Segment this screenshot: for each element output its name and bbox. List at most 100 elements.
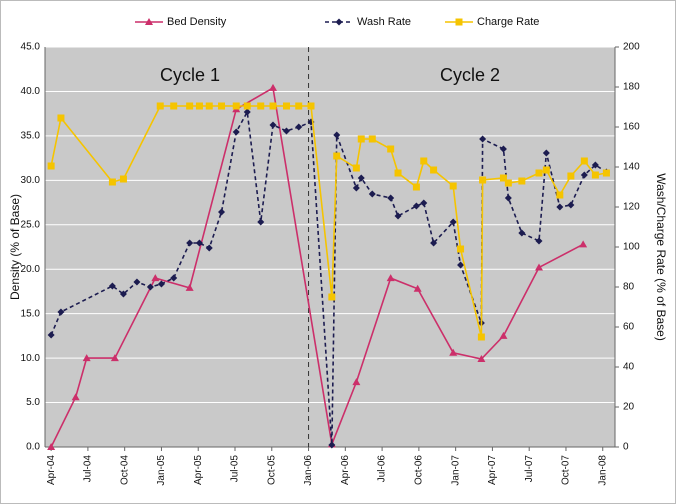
x-tick-label: Oct-05 <box>266 455 277 485</box>
marker <box>282 102 290 110</box>
marker <box>269 121 277 129</box>
marker <box>282 127 290 135</box>
marker <box>205 102 213 110</box>
marker <box>328 293 336 301</box>
y2-tick-label: 20 <box>623 402 635 413</box>
legend-marker <box>145 18 153 25</box>
marker <box>232 102 240 110</box>
marker <box>518 177 526 185</box>
marker <box>110 354 119 362</box>
marker <box>591 171 599 179</box>
marker <box>218 102 226 110</box>
marker <box>457 245 465 253</box>
y-tick-label: 20.0 <box>21 264 41 275</box>
y2-tick-label: 0 <box>623 442 629 453</box>
y2-tick-label: 160 <box>623 122 640 133</box>
legend-marker <box>455 18 463 26</box>
marker <box>157 280 165 288</box>
marker <box>479 176 487 184</box>
marker <box>333 152 341 160</box>
y2-tick-label: 80 <box>623 282 635 293</box>
marker <box>47 331 55 339</box>
legend-label: Charge Rate <box>477 16 539 28</box>
x-tick-label: Apr-04 <box>46 455 57 485</box>
y-tick-label: 5.0 <box>26 397 40 408</box>
marker <box>535 237 543 245</box>
marker <box>412 183 420 191</box>
marker <box>57 114 65 122</box>
marker <box>328 441 336 449</box>
y-axis-label: Density (% of Base) <box>8 194 22 300</box>
marker <box>368 135 376 143</box>
marker <box>477 333 485 341</box>
y2-axis-label: Wash/Charge Rate (% of Base) <box>654 173 668 341</box>
legend-marker <box>335 18 343 26</box>
marker <box>352 378 361 386</box>
marker <box>477 355 486 362</box>
marker <box>295 102 303 110</box>
marker <box>387 194 395 202</box>
marker <box>295 123 303 131</box>
marker <box>133 278 141 286</box>
y2-tick-label: 180 <box>623 82 640 93</box>
marker <box>567 201 575 209</box>
marker <box>499 174 507 182</box>
y-tick-label: 10.0 <box>21 353 41 364</box>
marker <box>82 354 91 362</box>
x-tick-label: Jul-06 <box>377 455 388 483</box>
marker <box>567 172 575 180</box>
marker <box>357 135 365 143</box>
marker <box>151 274 160 282</box>
marker <box>232 128 240 136</box>
marker <box>185 283 194 291</box>
marker <box>430 239 438 247</box>
x-tick-label: Apr-05 <box>193 455 204 485</box>
marker <box>119 290 127 298</box>
x-tick-label: Oct-07 <box>561 455 572 485</box>
marker <box>205 244 213 252</box>
marker <box>119 175 127 183</box>
y2-tick-label: 120 <box>623 202 640 213</box>
marker <box>518 229 526 237</box>
marker <box>186 102 194 110</box>
marker <box>170 102 178 110</box>
marker <box>449 348 458 356</box>
legend-label: Bed Density <box>167 16 227 28</box>
marker <box>457 261 465 269</box>
marker <box>108 282 116 290</box>
marker <box>504 179 512 187</box>
x-tick-label: Jan-07 <box>450 455 461 486</box>
marker <box>420 199 428 207</box>
marker <box>591 161 599 169</box>
y-tick-label: 25.0 <box>21 219 41 230</box>
marker <box>579 240 588 248</box>
marker <box>57 308 65 316</box>
x-tick-label: Jan-06 <box>303 455 314 486</box>
y2-tick-label: 40 <box>623 362 635 373</box>
x-tick-label: Jan-05 <box>156 455 167 486</box>
marker <box>499 145 507 153</box>
marker <box>542 166 550 174</box>
marker <box>357 174 365 182</box>
marker <box>352 184 360 192</box>
marker <box>499 331 508 339</box>
marker <box>108 178 116 186</box>
plot-area <box>45 47 615 447</box>
marker <box>243 108 251 116</box>
marker <box>394 169 402 177</box>
x-tick-label: Jul-07 <box>524 455 535 483</box>
x-tick-label: Apr-07 <box>487 455 498 485</box>
marker <box>412 202 420 210</box>
marker <box>156 102 164 110</box>
marker <box>170 274 178 282</box>
marker <box>71 393 80 401</box>
marker <box>368 190 376 198</box>
x-tick-label: Jul-05 <box>230 455 241 483</box>
y2-tick-label: 100 <box>623 242 640 253</box>
marker <box>387 145 395 153</box>
y-tick-label: 35.0 <box>21 131 41 142</box>
x-tick-label: Oct-04 <box>119 455 130 485</box>
y2-tick-label: 140 <box>623 162 640 173</box>
marker <box>449 218 457 226</box>
